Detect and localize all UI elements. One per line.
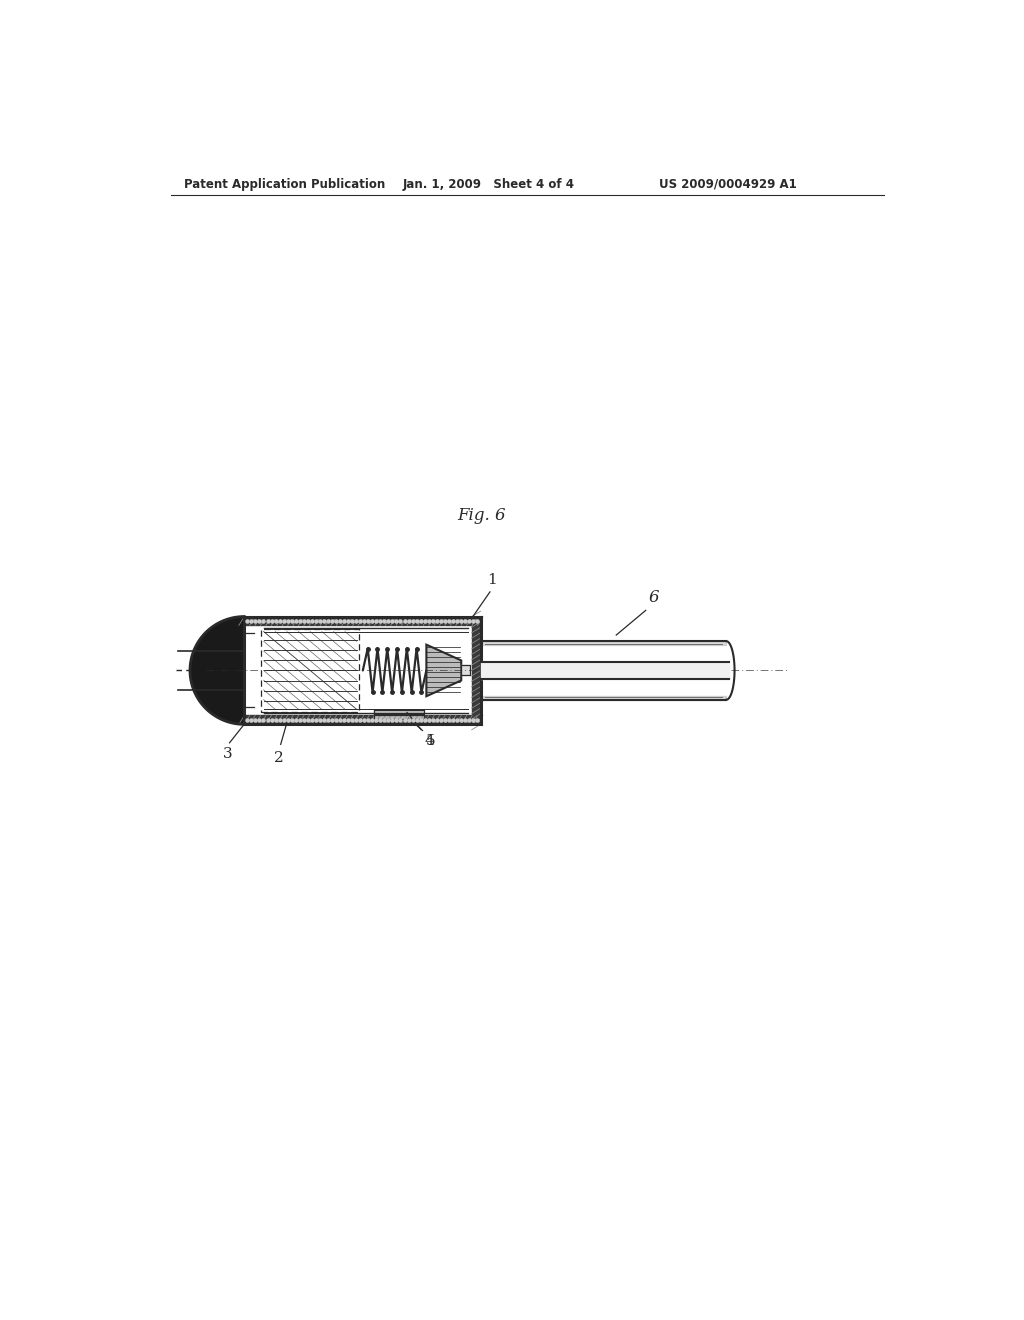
- Text: 6: 6: [649, 589, 659, 606]
- Polygon shape: [426, 644, 461, 696]
- Text: 1: 1: [487, 573, 497, 587]
- Text: 3: 3: [223, 747, 232, 762]
- Text: Fig. 6: Fig. 6: [458, 507, 506, 524]
- Text: Patent Application Publication: Patent Application Publication: [183, 178, 385, 190]
- Polygon shape: [190, 616, 245, 725]
- Text: 2: 2: [274, 751, 284, 764]
- Text: 5: 5: [426, 734, 435, 748]
- Text: US 2009/0004929 A1: US 2009/0004929 A1: [658, 178, 797, 190]
- Text: Jan. 1, 2009   Sheet 4 of 4: Jan. 1, 2009 Sheet 4 of 4: [403, 178, 575, 190]
- Text: 4: 4: [424, 734, 434, 748]
